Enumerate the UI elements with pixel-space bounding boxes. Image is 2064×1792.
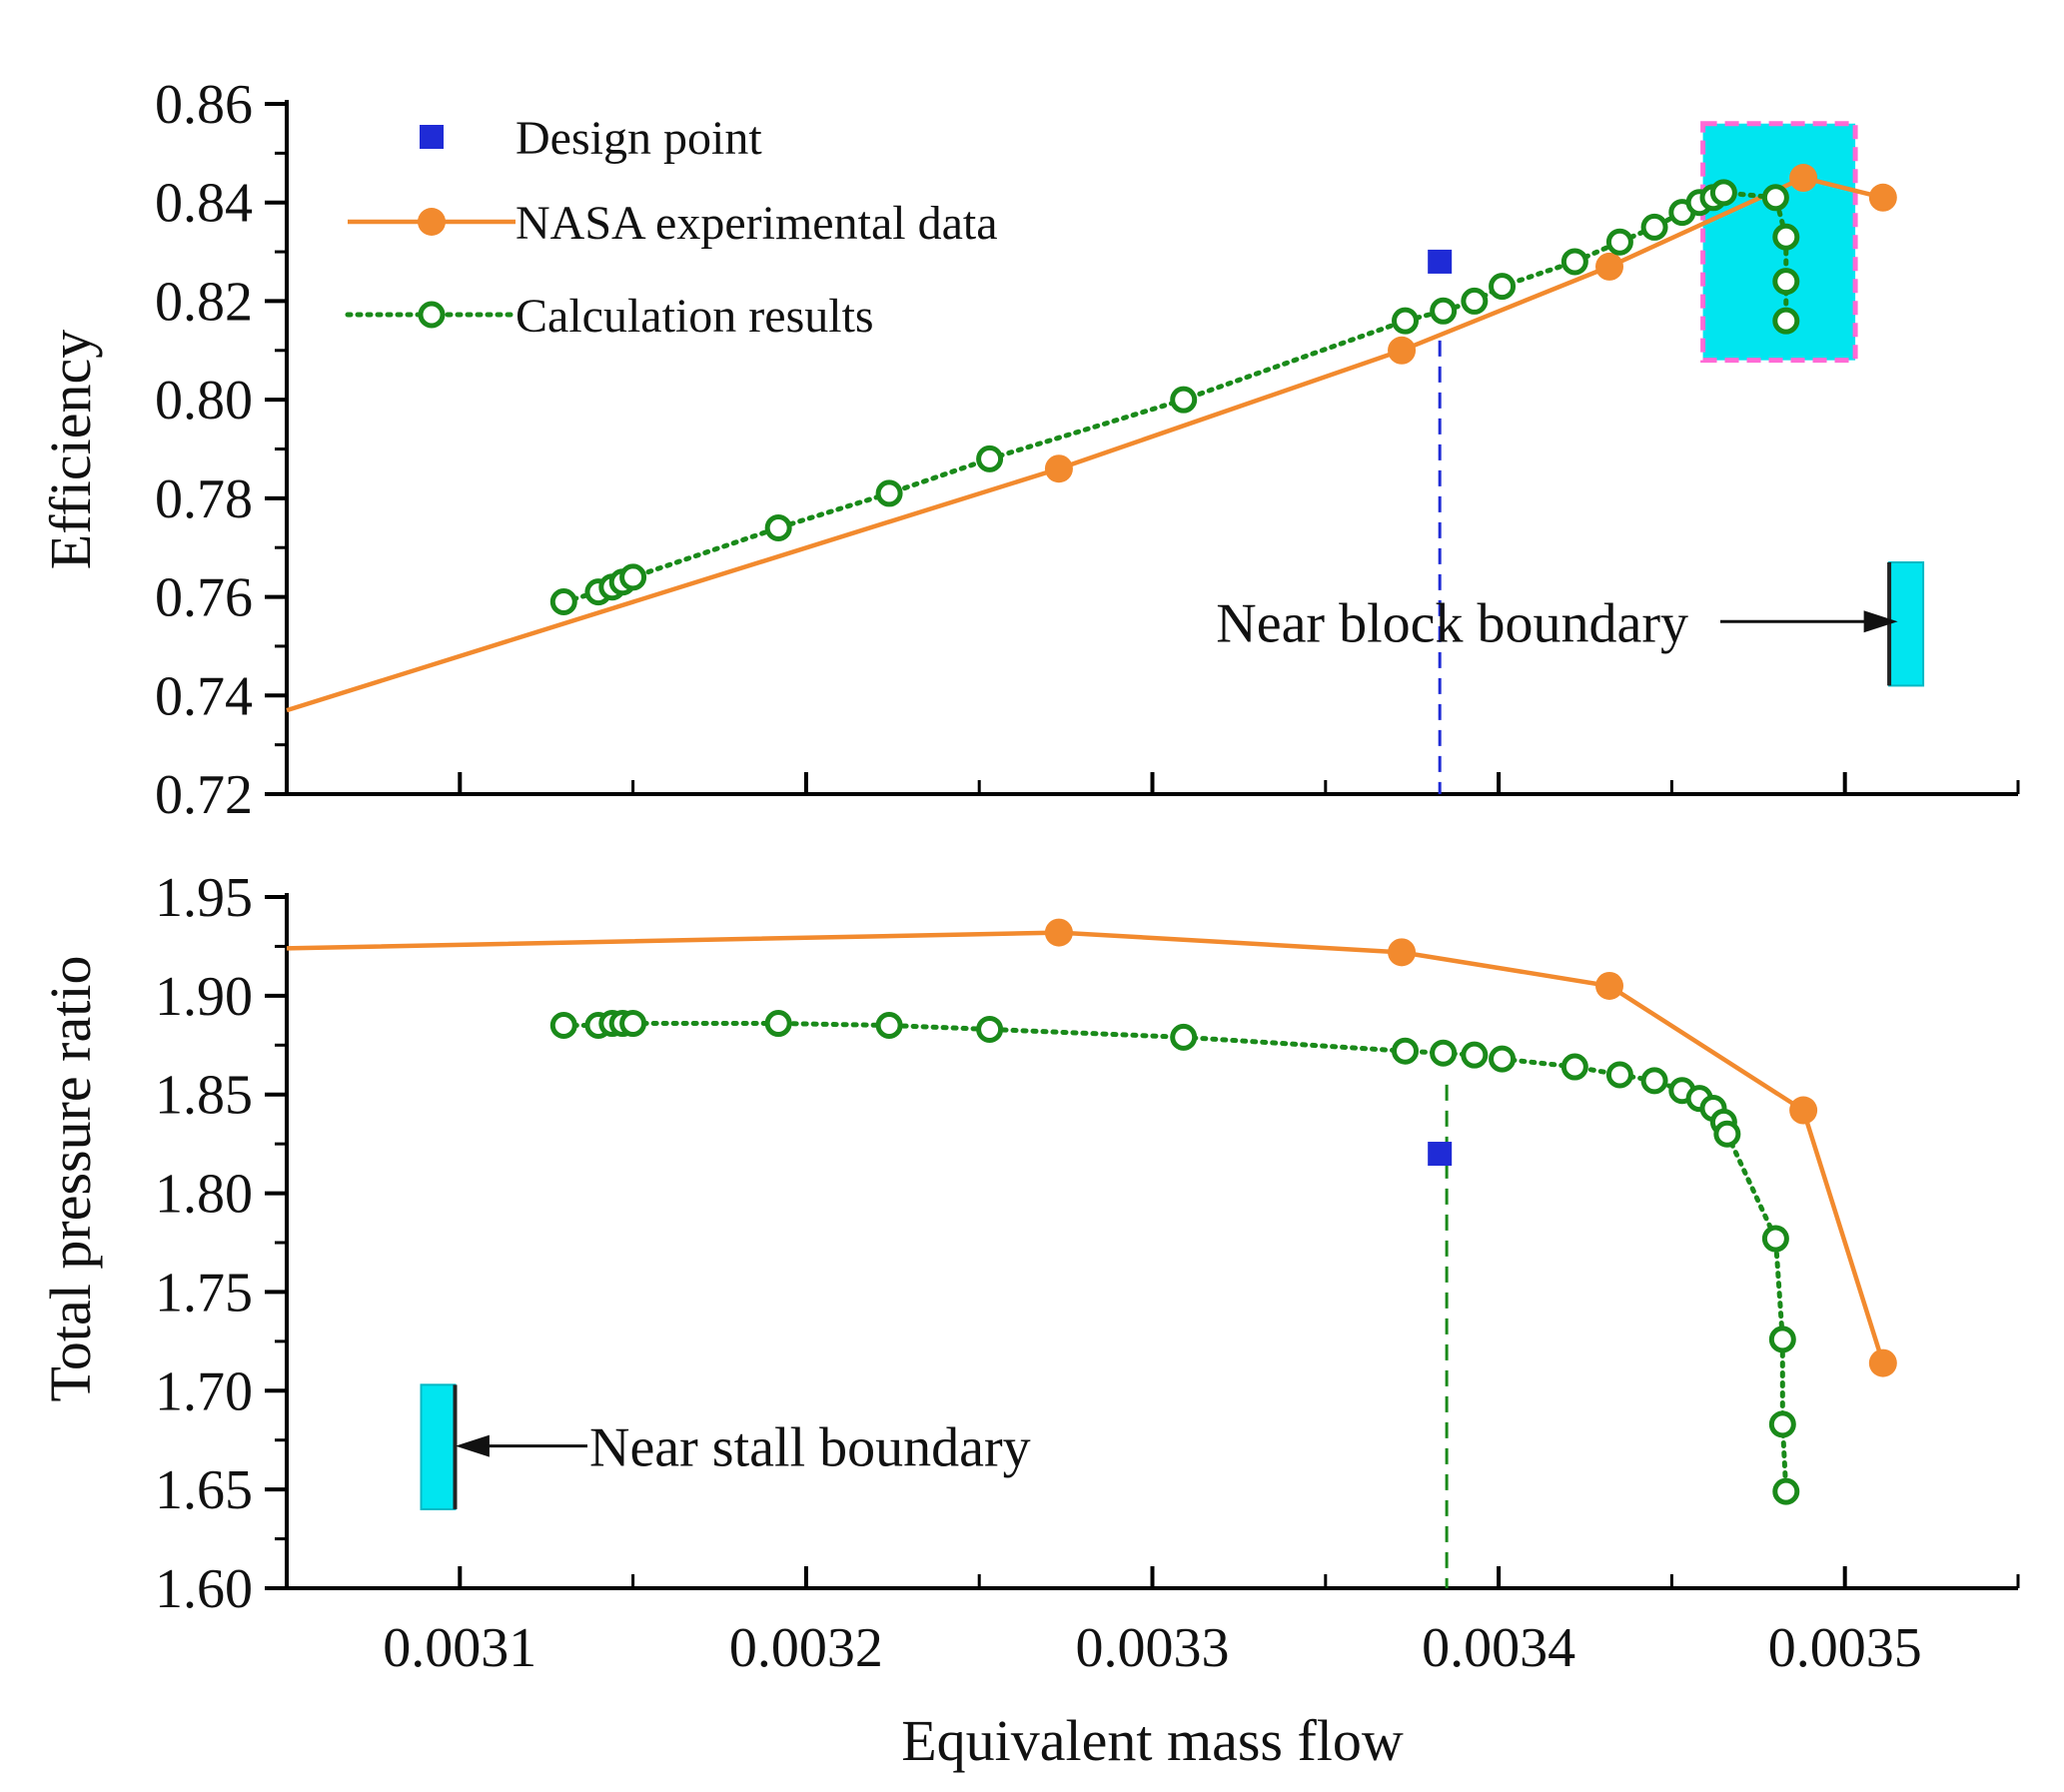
point-calculation [1605, 228, 1633, 256]
point-calculation [1640, 213, 1668, 241]
point-calculation [549, 588, 577, 616]
legend-marker-design [420, 125, 444, 149]
point-nasa [1868, 183, 1897, 212]
y-tick-label: 1.95 [155, 867, 253, 929]
annotation-text: Near block boundary [1216, 592, 1688, 654]
legend: Design point NASA experimental data Calcul… [345, 112, 998, 343]
point-nasa [1595, 252, 1624, 281]
y-tick-label: 0.78 [155, 468, 253, 530]
point-calculation [875, 479, 903, 507]
y-tick-label: 1.85 [155, 1065, 253, 1127]
point-nasa [1595, 971, 1624, 1000]
legend-label: Calculation results [516, 290, 874, 343]
point-calculation [1761, 1225, 1789, 1253]
legend-marker-calculation [418, 301, 446, 329]
legend-label: NASA experimental data [516, 197, 998, 250]
point-calculation [976, 1015, 1004, 1043]
y-tick-label: 0.84 [155, 173, 253, 235]
y-tick-label: 0.72 [155, 764, 253, 826]
y-tick-label: 1.65 [155, 1459, 253, 1521]
y-tick-label: 1.75 [155, 1262, 253, 1324]
point-calculation [1461, 1041, 1489, 1069]
point-calculation [1761, 184, 1789, 212]
point-design [1428, 1142, 1453, 1167]
point-calculation [1713, 1120, 1741, 1148]
legend-marker-nasa [418, 208, 446, 236]
efficiency-panel: 0.72 0.74 0.76 0.78 0.80 0.82 0.84 0.86 Efficien… [38, 74, 2020, 826]
point-calculation [1392, 307, 1420, 335]
point-calculation [1772, 1477, 1800, 1505]
y-tick-label: 0.86 [155, 74, 253, 136]
x-tick-label: 0.0032 [729, 1617, 883, 1679]
point-calculation [1709, 179, 1737, 207]
point-calculation [1768, 1326, 1796, 1353]
point-calculation [1772, 307, 1800, 335]
annotation-arrow-head [1863, 610, 1898, 633]
point-calculation [1560, 1053, 1588, 1081]
x-tick-label: 0.0035 [1768, 1617, 1922, 1679]
y-tick-label: 0.76 [155, 567, 253, 629]
point-calculation [619, 1010, 647, 1038]
point-calculation [1768, 1410, 1796, 1438]
boundary-marker-bar [1888, 561, 1925, 687]
point-nasa [1388, 336, 1417, 365]
x-tick-label: 0.0031 [383, 1617, 536, 1679]
point-nasa [1789, 164, 1818, 193]
x-axis-title: Equivalent mass flow [901, 1708, 1404, 1773]
y-tick-label: 0.80 [155, 370, 253, 432]
point-calculation [1461, 287, 1489, 315]
efficiency-y-axis-title: Efficiency [38, 330, 103, 569]
point-calculation [1430, 297, 1458, 325]
series-line-nasa [286, 930, 1885, 1364]
x-tick-label: 0.0034 [1422, 1617, 1575, 1679]
point-design [1428, 249, 1453, 274]
point-nasa [1044, 918, 1073, 947]
y-tick-label: 1.70 [155, 1360, 253, 1422]
point-calculation [1605, 1061, 1633, 1089]
y-tick-label: 1.60 [155, 1558, 253, 1620]
boundary-marker-bar [420, 1383, 457, 1510]
annotation-text: Near stall boundary [589, 1417, 1031, 1479]
point-nasa [1044, 454, 1073, 483]
point-calculation [1640, 1067, 1668, 1095]
point-calculation [764, 513, 792, 541]
x-tick-label: 0.0033 [1076, 1617, 1230, 1679]
pressure-panel: 1.60 1.65 1.70 1.75 1.80 1.85 1.90 1.95 0.0031 0.… [38, 867, 2020, 1773]
point-calculation [976, 445, 1004, 472]
point-calculation [1772, 268, 1800, 296]
pressure-y-axis-title: Total pressure ratio [38, 956, 103, 1402]
point-nasa [1789, 1096, 1818, 1125]
point-calculation [1170, 1023, 1198, 1051]
point-calculation [875, 1012, 903, 1040]
point-nasa [1388, 938, 1417, 967]
point-calculation [1430, 1039, 1458, 1067]
y-tick-label: 1.90 [155, 966, 253, 1028]
y-tick-label: 0.82 [155, 271, 253, 333]
point-calculation [619, 563, 647, 591]
point-calculation [1560, 248, 1588, 276]
y-tick-label: 0.74 [155, 665, 253, 727]
annotation-arrow-head [455, 1434, 490, 1457]
point-calculation [1170, 386, 1198, 414]
point-calculation [549, 1012, 577, 1040]
point-calculation [1489, 1045, 1517, 1073]
point-calculation [1489, 273, 1517, 301]
point-nasa [1868, 1348, 1897, 1377]
y-tick-label: 1.80 [155, 1164, 253, 1226]
point-calculation [1392, 1037, 1420, 1065]
point-calculation [1772, 223, 1800, 251]
legend-label: Design point [516, 112, 762, 165]
point-calculation [764, 1010, 792, 1038]
